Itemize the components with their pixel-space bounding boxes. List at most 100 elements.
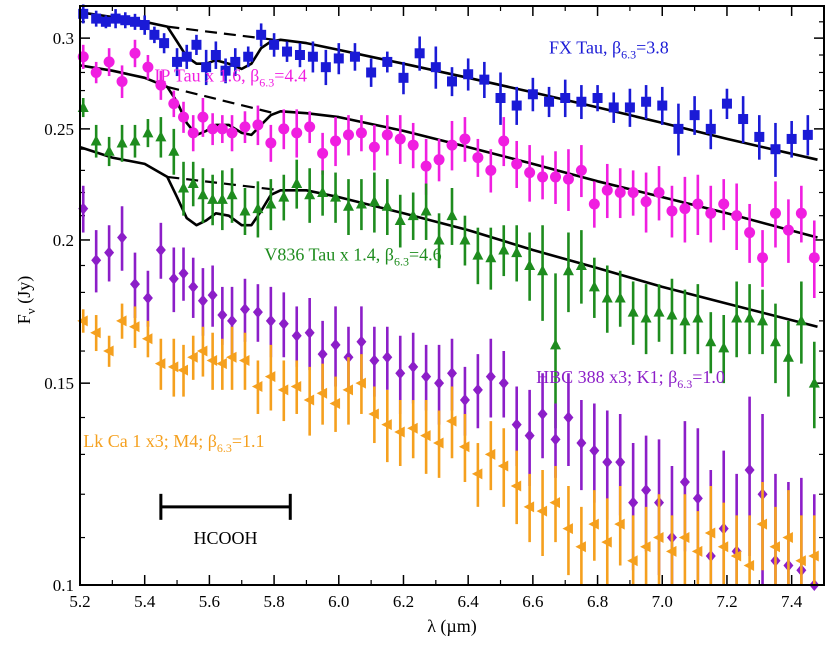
data-point <box>264 371 276 383</box>
data-point <box>420 430 431 442</box>
data-point <box>320 62 331 73</box>
data-point <box>277 384 289 396</box>
data-point <box>718 198 730 210</box>
y-tick-label: 0.15 <box>44 374 74 393</box>
x-tick-label: 6.0 <box>328 592 349 611</box>
data-point <box>537 171 549 183</box>
data-point <box>705 123 716 134</box>
x-tick-label: 7.4 <box>781 592 803 611</box>
data-point <box>705 335 717 347</box>
data-point <box>689 110 700 121</box>
data-point <box>627 555 638 567</box>
data-point <box>239 121 251 133</box>
data-point <box>207 193 219 204</box>
x-tick-label: 6.4 <box>458 592 480 611</box>
data-point <box>398 72 409 83</box>
data-point <box>256 29 267 40</box>
data-point <box>197 188 209 200</box>
data-point <box>178 267 189 280</box>
data-point <box>197 111 209 123</box>
data-point <box>511 158 523 170</box>
data-point <box>510 480 522 492</box>
data-point <box>537 264 549 276</box>
data-point <box>349 51 360 62</box>
data-point <box>705 207 717 219</box>
data-point <box>265 137 277 149</box>
data-point <box>434 377 445 390</box>
data-point <box>757 252 769 264</box>
data-point <box>178 111 190 123</box>
data-point <box>78 8 89 19</box>
data-point <box>757 314 769 326</box>
data-point <box>196 345 208 357</box>
x-tick-label: 5.6 <box>199 592 220 611</box>
data-point <box>678 532 690 544</box>
data-point <box>628 496 639 509</box>
data-point <box>100 16 111 27</box>
data-point <box>463 69 474 80</box>
data-point <box>744 227 756 239</box>
data-point <box>369 354 380 367</box>
data-point <box>472 249 484 260</box>
data-point <box>666 309 678 320</box>
data-point <box>226 188 238 200</box>
data-point <box>407 422 418 434</box>
data-point <box>420 160 432 172</box>
data-point <box>527 89 538 100</box>
data-point <box>355 377 366 389</box>
axis-ticks-layer: 5.2 5.4 5.6 5.8 6.0 6.2 6.4 6.6 6.8 7.0 7.2 7.4 0.1 0… <box>44 6 824 611</box>
data-point <box>447 367 457 380</box>
data-point <box>511 100 522 111</box>
data-point <box>485 370 496 383</box>
data-point <box>216 123 228 135</box>
data-point <box>368 408 379 420</box>
data-point <box>187 177 199 189</box>
data-point <box>317 147 329 159</box>
data-point <box>178 182 190 193</box>
hcooh-bar-layer: HCOOH <box>159 493 292 548</box>
data-point <box>304 121 316 133</box>
data-point <box>207 289 218 302</box>
data-point <box>589 444 600 457</box>
data-point <box>90 327 101 339</box>
data-point <box>498 244 510 255</box>
data-point <box>738 114 749 125</box>
data-point <box>216 358 227 370</box>
data-point <box>588 198 600 210</box>
data-point <box>782 224 794 236</box>
x-tick-label: 5.2 <box>69 592 90 611</box>
data-point <box>536 505 548 517</box>
data-point <box>278 191 290 202</box>
data-point <box>187 127 199 139</box>
data-point <box>433 437 444 449</box>
data-point <box>104 246 115 259</box>
data-point <box>316 387 328 399</box>
data-point <box>159 38 170 49</box>
data-point <box>291 329 302 342</box>
data-point <box>549 497 561 509</box>
data-point <box>129 47 141 59</box>
data-point <box>523 501 535 513</box>
data-point <box>786 133 797 144</box>
data-point <box>692 492 703 505</box>
data-point <box>149 29 160 40</box>
data-point <box>433 154 445 166</box>
x-tick-label: 5.4 <box>134 592 156 611</box>
data-point <box>206 354 218 366</box>
data-point <box>770 144 781 155</box>
x-tick-label: 7.0 <box>652 592 673 611</box>
data-point <box>471 468 483 480</box>
data-point <box>117 231 128 244</box>
data-point <box>129 278 140 291</box>
data-point <box>265 314 276 327</box>
data-point <box>782 351 794 362</box>
data-point <box>485 164 497 176</box>
data-point <box>91 254 102 267</box>
data-point <box>168 272 179 285</box>
data-point <box>769 541 780 553</box>
data-point <box>795 314 807 326</box>
data-point <box>155 244 166 257</box>
data-point <box>238 354 250 366</box>
data-point <box>181 51 192 62</box>
data-point <box>717 541 729 553</box>
